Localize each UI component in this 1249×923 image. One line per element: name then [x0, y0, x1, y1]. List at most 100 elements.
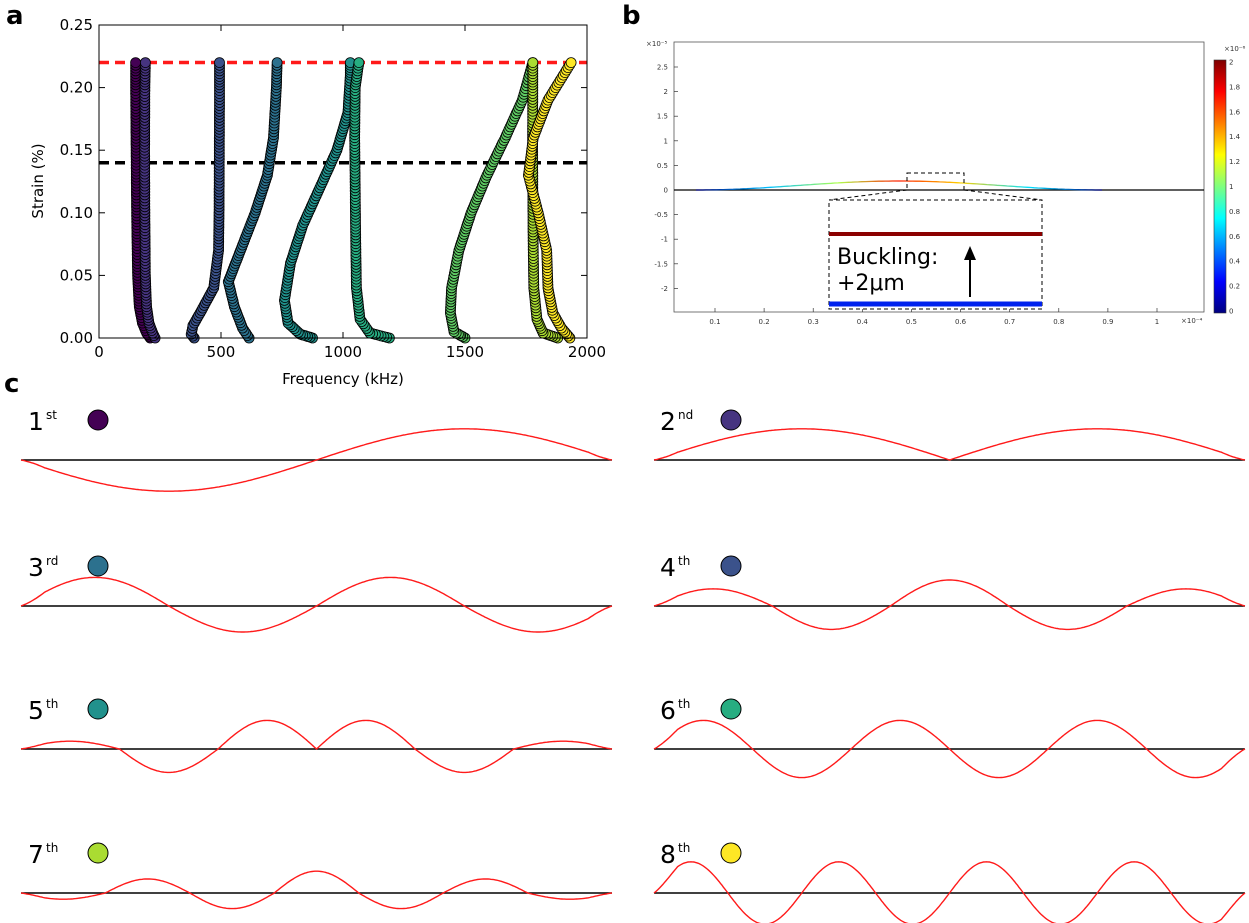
x-tick-label: 0.9 — [1102, 318, 1113, 326]
series — [444, 57, 539, 344]
mode-label: 6 — [660, 696, 676, 725]
x-tick-label: 0.7 — [1004, 318, 1015, 326]
series — [185, 57, 225, 344]
y-tick-label: 1.5 — [657, 113, 668, 121]
y-tick-label: -2 — [661, 285, 668, 293]
mode-ordinal-suffix: th — [46, 697, 58, 711]
mode-ordinal-suffix: nd — [678, 408, 693, 422]
series — [523, 57, 577, 344]
colorbar-tick-label: 0.6 — [1229, 233, 1241, 241]
x-tick-label: 2000 — [568, 343, 606, 361]
series — [278, 57, 356, 344]
x-tick-label: 1500 — [446, 343, 484, 361]
mode-ordinal-suffix: rd — [46, 554, 58, 568]
x-exponent: ×10⁻⁴ — [1181, 317, 1202, 325]
x-tick-label: 0.8 — [1053, 318, 1064, 326]
mode-label: 5 — [28, 696, 44, 725]
mode-ordinal-suffix: th — [678, 697, 690, 711]
mode-color-marker — [87, 555, 109, 577]
data-point — [565, 57, 577, 68]
buckling-label: Buckling: — [837, 245, 938, 270]
zoom-connector-right — [963, 189, 1043, 201]
x-tick-label: 0 — [94, 343, 104, 361]
mode-color-marker — [87, 842, 109, 864]
colorbar-tick-label: 0 — [1229, 308, 1233, 316]
y-tick-label: -0.5 — [654, 211, 668, 219]
x-tick-label: 1000 — [324, 343, 362, 361]
zoom-inset — [828, 199, 1043, 310]
colorbar-tick-label: 2 — [1229, 59, 1233, 67]
plot-area — [99, 25, 587, 338]
mode-color-marker — [720, 409, 742, 431]
colorbar-tick-label: 0.2 — [1229, 283, 1240, 291]
y-tick-label: 1 — [664, 137, 668, 145]
mode-label: 3 — [28, 553, 44, 582]
strain-frequency-plot: 0 500 1000 1500 2000 0.00 0.05 0.10 0.15 0.20 0.25… — [29, 16, 606, 388]
x-tick-label: 0.4 — [857, 318, 869, 326]
mode-label: 4 — [660, 553, 676, 582]
x-tick-label: 0.1 — [709, 318, 720, 326]
y-tick-label: 2.5 — [657, 64, 668, 72]
mode-color-marker — [720, 555, 742, 577]
y-exponent: ×10⁻⁵ — [646, 40, 667, 48]
data-point — [527, 57, 539, 68]
x-axis-label: Frequency (kHz) — [282, 370, 404, 388]
mode-shape-curve — [20, 428, 613, 492]
mode-shape-curve — [653, 719, 1246, 779]
mode-color-marker — [720, 842, 742, 864]
mode-ordinal-suffix: th — [678, 841, 690, 855]
colorbar-tick-label: 0.4 — [1229, 258, 1241, 266]
x-tick-label: 0.5 — [906, 318, 917, 326]
x-tick-label: 500 — [207, 343, 236, 361]
data-point — [271, 57, 283, 68]
mode-label: 8 — [660, 840, 676, 869]
series — [222, 57, 283, 344]
mode-shape-curve — [653, 579, 1246, 631]
buckling-value: +2μm — [837, 271, 905, 296]
panel-label-b: b — [622, 1, 641, 31]
colorbar-tick-label: 1.2 — [1229, 158, 1240, 166]
zoom-connector-left — [828, 189, 908, 201]
panel-label-a: a — [6, 1, 24, 31]
x-tick-label: 0.3 — [808, 318, 819, 326]
colorbar-tick-label: 1.8 — [1229, 83, 1240, 91]
y-tick-label: -1 — [661, 236, 668, 244]
colorbar-exponent: ×10⁻⁶ — [1224, 45, 1245, 53]
buckling-simulation: 0.1 0.2 0.3 0.4 0.5 0.6 0.7 0.8 0.9 1 2.5 2 1.5 1 0.5 0… — [646, 40, 1245, 326]
colorbar-tick-label: 1.4 — [1229, 133, 1241, 141]
deformed-beam — [696, 180, 1102, 191]
y-tick-label: 0.05 — [60, 266, 93, 284]
x-tick-label: 1 — [1155, 318, 1159, 326]
colorbar — [1213, 59, 1227, 314]
mode-ordinal-suffix: th — [678, 554, 690, 568]
y-tick-label: 0.25 — [60, 16, 93, 34]
arrow-head — [964, 246, 976, 260]
colorbar-tick-label: 0.8 — [1229, 208, 1240, 216]
series — [139, 57, 161, 344]
mode-ordinal-suffix: th — [46, 841, 58, 855]
panel-label-c: c — [4, 369, 19, 399]
mode-shape-curve — [20, 576, 613, 633]
y-tick-label: 0.5 — [657, 162, 668, 170]
y-tick-label: -1.5 — [654, 260, 668, 268]
y-tick-label: 0 — [664, 187, 668, 195]
mode-ordinal-suffix: st — [46, 408, 57, 422]
data-point — [353, 57, 365, 68]
data-point — [130, 57, 142, 68]
series — [349, 57, 395, 344]
zoom-region — [906, 172, 965, 191]
x-tick-label: 0.2 — [759, 318, 770, 326]
mode-shape-curve — [653, 861, 1246, 923]
colorbar-tick-label: 1.6 — [1229, 108, 1241, 116]
mode-color-marker — [87, 409, 109, 431]
y-axis-label: Strain (%) — [29, 143, 47, 218]
